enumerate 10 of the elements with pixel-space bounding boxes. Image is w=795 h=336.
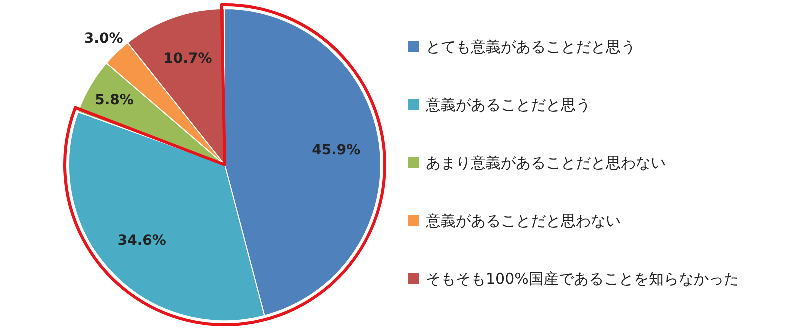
data-label: 3.0%	[84, 31, 124, 48]
data-label: 45.9%	[312, 142, 361, 159]
legend-label: そもそも100%国産であることを知らなかった	[426, 270, 739, 288]
data-label: 34.6%	[118, 232, 166, 249]
data-label: 5.8%	[95, 92, 134, 109]
legend-label: とても意義があることだと思う	[426, 38, 636, 56]
legend-label: 意義があることだと思わない	[425, 212, 621, 230]
legend-label: 意義があることだと思う	[425, 96, 591, 114]
legend-label: あまり意義があることだと思わない	[426, 154, 666, 172]
data-label: 10.7%	[164, 50, 212, 67]
